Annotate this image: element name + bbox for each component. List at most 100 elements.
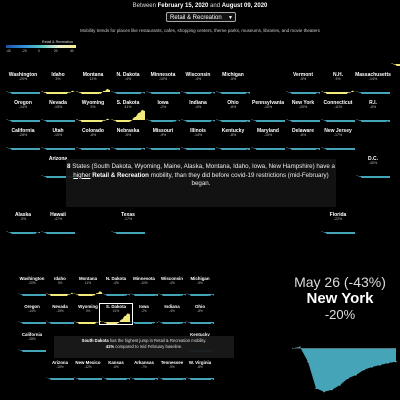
sparkline-area [130, 293, 158, 304]
small-state-value: -2% [141, 308, 147, 313]
state-tile[interactable]: Nevada -15% [40, 100, 76, 122]
sparkline-area [6, 231, 40, 234]
state-tile[interactable]: Illinois -14% [180, 128, 216, 150]
state-tile[interactable]: Pennsylvania -10% [250, 100, 286, 122]
sparkline-area [146, 119, 180, 122]
state-sparkline [356, 119, 390, 122]
sparkline-area [18, 293, 46, 304]
state-name: Utah [52, 128, 64, 134]
sparkline-area [74, 291, 102, 303]
category-dropdown[interactable]: Retail & Recreation ▼ [166, 12, 236, 22]
state-value: 11% [89, 77, 97, 81]
sparkline-area [76, 118, 110, 122]
state-value: -20% [298, 105, 308, 109]
state-name: Missouri [152, 128, 174, 134]
state-sparkline [286, 119, 320, 122]
sparkline-area [41, 231, 75, 234]
state-tile[interactable]: Maine17% [390, 44, 400, 66]
state-name: D.C. [368, 156, 378, 162]
state-tile[interactable]: Iowa -2% [145, 100, 181, 122]
small-state-tile[interactable]: W. Virginia -8% [184, 360, 216, 387]
sparkline-area [111, 147, 145, 150]
legend-ticks: -40 -20 0 20 40 [6, 49, 76, 54]
sparkline-area [321, 147, 355, 150]
note-state: South Dakota [81, 338, 109, 343]
state-tile[interactable]: Missouri -9% [145, 128, 181, 150]
summary-tooltip: 8 States (South Dakota, Wyoming, Maine, … [66, 159, 336, 207]
small-state-value: 41% [112, 308, 120, 313]
state-tile[interactable]: Florida -22% [320, 212, 356, 234]
state-tile[interactable]: Kentucky -8% [215, 128, 251, 150]
small-state-value: -12% [84, 364, 92, 369]
sparkline-area [158, 293, 186, 303]
state-tile[interactable]: New York -20% [285, 100, 321, 122]
state-tile[interactable]: R.I. -8% [355, 100, 391, 122]
small-state-name: Wyoming [78, 304, 98, 309]
state-value: -9% [159, 133, 167, 137]
state-tile[interactable]: S. Dakota 41% [110, 100, 146, 122]
state-tile[interactable]: Massachusetts -14% [355, 72, 391, 94]
state-value: -15% [263, 133, 273, 137]
state-tile[interactable]: Minnesota -10% [145, 72, 181, 94]
state-tile[interactable]: Hawaii -47% [40, 212, 76, 234]
sparkline-area [102, 377, 130, 387]
state-name: Massachusetts [355, 72, 391, 78]
state-tile[interactable]: Idaho 3% [40, 72, 76, 94]
state-tile[interactable]: Ohio -8% [215, 100, 251, 122]
state-value: -8% [89, 133, 97, 137]
state-sparkline [111, 147, 145, 150]
state-tile[interactable]: New Jersey -17% [320, 128, 356, 150]
sparkline-area [186, 377, 214, 387]
small-state-tile[interactable]: California -28% [16, 332, 48, 360]
state-tile[interactable]: California -28% [5, 128, 41, 150]
state-sparkline [41, 90, 75, 94]
state-name: California [11, 128, 35, 134]
state-tile[interactable]: Maryland -15% [250, 128, 286, 150]
state-tile[interactable]: Colorado -8% [75, 128, 111, 150]
state-tile[interactable]: Oregon -14% [5, 100, 41, 122]
state-tile[interactable]: Vermont -5% [285, 72, 321, 94]
sparkline-area [6, 147, 40, 150]
small-state-tile[interactable]: Michigan -5% [184, 276, 216, 303]
state-tile[interactable]: Utah -10% [40, 128, 76, 150]
state-tile[interactable]: N. Dakota -4% [110, 72, 146, 94]
state-tile[interactable]: Washington -20% [5, 72, 41, 94]
state-tile[interactable]: Montana 11% [75, 72, 111, 94]
state-tile[interactable]: Nebraska -5% [110, 128, 146, 150]
state-tile[interactable]: Alaska -3% [5, 212, 41, 234]
state-tile[interactable]: Connecticut -11% [320, 100, 356, 122]
tooltip-count: 8 [67, 163, 71, 170]
state-name: R.I. [369, 100, 377, 106]
state-name: Maryland [257, 128, 279, 134]
note-line2: compared to mid February baseline. [115, 344, 183, 349]
state-sparkline [356, 175, 390, 178]
state-tile[interactable]: Texas -17% [110, 212, 146, 234]
sparkline-area [130, 321, 158, 331]
small-state-tile[interactable]: Ohio -8% [184, 304, 216, 331]
note-line1: has the highest jump in Retail & Recreat… [109, 338, 207, 343]
state-tile[interactable]: D.C. -40% [355, 156, 391, 178]
state-tile[interactable]: Delaware -6% [285, 128, 321, 150]
state-sparkline [251, 147, 285, 150]
state-name: Ohio [227, 100, 239, 106]
sparkline-area [46, 377, 74, 388]
state-name: Wyoming [81, 100, 105, 106]
state-tile[interactable]: Michigan -5% [215, 72, 251, 94]
focus-data-point [395, 361, 397, 363]
focus-data-point [331, 389, 333, 391]
small-state-value: -4% [169, 308, 175, 313]
focus-data-point [371, 366, 373, 368]
state-tile[interactable]: N.H. 3% [320, 72, 356, 94]
tooltip-category: Retail & Recreation [92, 171, 149, 179]
focus-data-point [339, 384, 341, 386]
state-tile[interactable]: Indiana -4% [180, 100, 216, 122]
state-value: -14% [193, 133, 203, 137]
sparkline-area [41, 147, 75, 150]
state-name: Minnesota [150, 72, 176, 78]
focus-data-point [307, 361, 309, 363]
state-tile[interactable]: Wyoming 3% [75, 100, 111, 122]
state-sparkline [146, 119, 180, 122]
state-name: Indiana [189, 100, 207, 106]
state-tile[interactable]: Wisconsin -4% [180, 72, 216, 94]
sparkline-area [111, 109, 145, 122]
